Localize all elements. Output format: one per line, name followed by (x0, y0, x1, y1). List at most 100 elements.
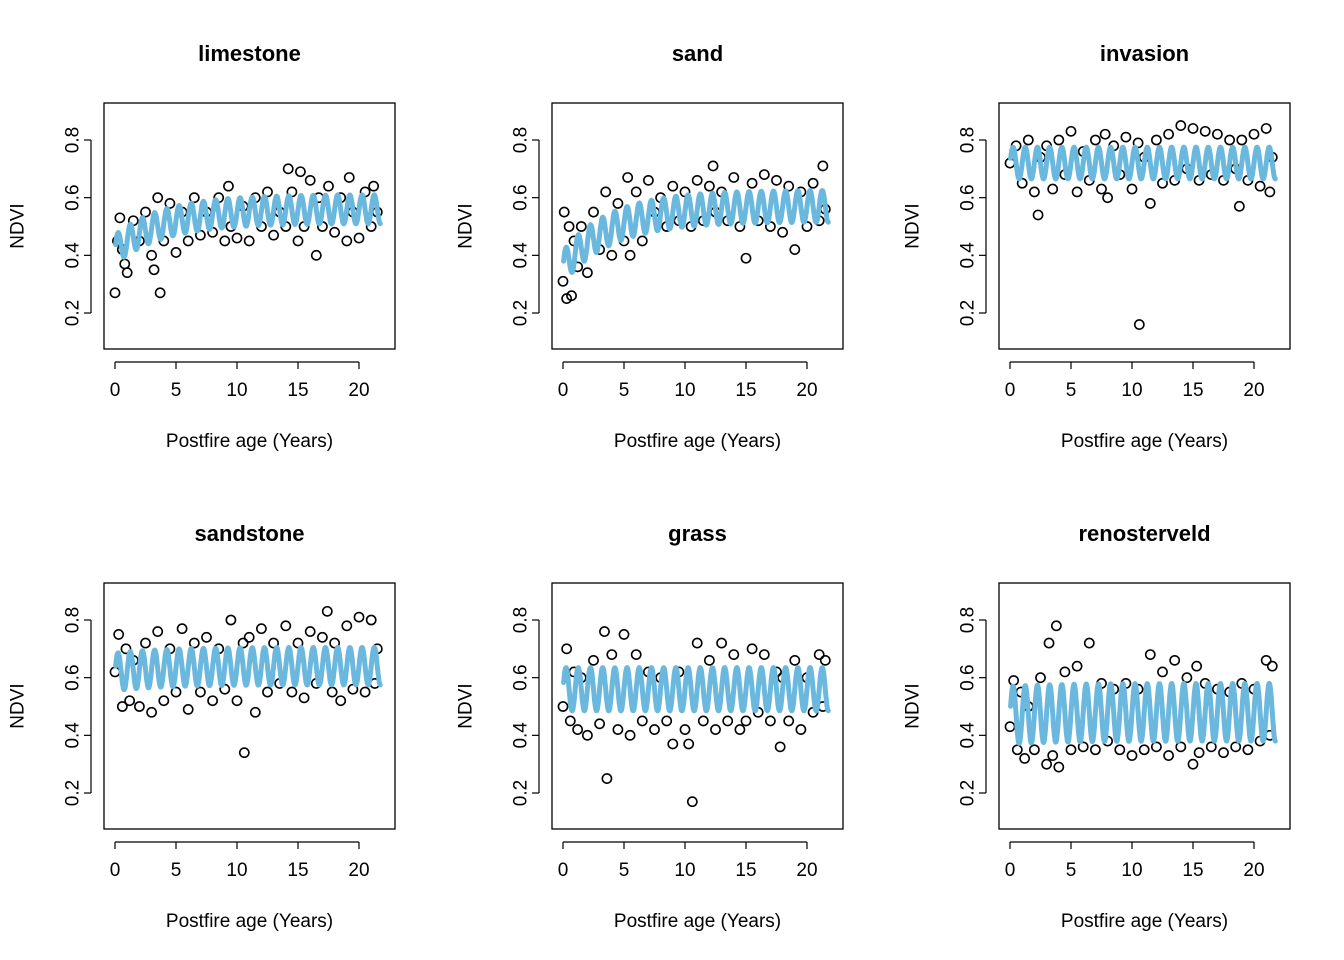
plot-frame (551, 102, 844, 350)
data-point (1264, 186, 1276, 198)
data-point (154, 287, 166, 299)
data-point (176, 623, 188, 635)
data-point (1193, 747, 1205, 759)
data-point (255, 623, 267, 635)
data-point (1151, 741, 1162, 753)
data-point (359, 686, 371, 698)
data-point (649, 724, 660, 735)
y-tick-label: 0.2 (63, 300, 84, 326)
data-point (1047, 183, 1059, 195)
data-point (1047, 750, 1059, 761)
data-point (119, 258, 131, 270)
y-axis-label: NDVI (903, 203, 924, 248)
data-point (795, 724, 807, 735)
data-point (564, 715, 576, 727)
data-point (341, 620, 353, 632)
y-tick-label: 0.8 (958, 127, 979, 153)
data-point (1169, 654, 1181, 666)
data-point (1050, 620, 1062, 632)
panel-title: limestone (198, 41, 301, 66)
data-point (643, 174, 654, 186)
data-point (1053, 761, 1065, 773)
data-point (262, 186, 273, 198)
data-point (1233, 200, 1245, 212)
data-point (148, 264, 160, 276)
plot-frame (551, 582, 844, 830)
x-axis-label: Postfire age (Years) (1061, 431, 1228, 452)
data-point (1090, 134, 1101, 146)
fit-line (561, 665, 831, 714)
x-tick-label: 10 (226, 860, 247, 881)
data-point (1126, 183, 1138, 195)
data-point (1126, 750, 1138, 761)
fit-line (561, 188, 831, 275)
data-point (601, 773, 613, 784)
x-tick-label: 10 (226, 380, 247, 401)
data-point (630, 186, 642, 198)
data-point (777, 226, 788, 238)
data-point (158, 695, 170, 707)
y-tick-label: 0.6 (63, 664, 84, 690)
data-point (1090, 744, 1101, 756)
y-tick-label: 0.4 (63, 242, 84, 269)
data-point (194, 686, 206, 698)
data-point (746, 643, 758, 655)
data-point (1181, 672, 1193, 684)
data-point (182, 703, 194, 715)
data-point (1175, 120, 1187, 131)
y-axis-label: NDVI (456, 203, 477, 248)
data-point (237, 637, 249, 649)
fit-line (1008, 680, 1278, 746)
panel-limestone: limestone 0 5 10 15 20 0.2 0.4 0.6 0.8 Postfire ag… (8, 41, 396, 452)
data-point (368, 180, 380, 192)
data-point (618, 629, 630, 640)
data-point (249, 706, 261, 718)
data-point (1218, 747, 1229, 759)
data-point (1043, 637, 1055, 649)
y-tick-label: 0.2 (958, 780, 979, 806)
data-point (343, 172, 355, 183)
data-point (207, 695, 218, 707)
data-point (686, 796, 698, 808)
data-point (1144, 198, 1156, 209)
x-axis-label: Postfire age (Years) (166, 911, 333, 932)
data-point (146, 706, 157, 718)
x-tick-label: 20 (796, 380, 817, 401)
y-axis-label: NDVI (8, 203, 29, 248)
data-point (1151, 134, 1162, 146)
data-point (152, 626, 164, 637)
data-point (1266, 660, 1278, 672)
data-point (704, 180, 715, 192)
data-point (606, 249, 618, 261)
data-point (667, 180, 679, 192)
data-point (667, 738, 679, 750)
data-point (310, 249, 322, 261)
x-axis-label: Postfire age (Years) (1061, 911, 1228, 932)
data-point (140, 637, 151, 649)
data-point (109, 666, 121, 678)
plot-frame (103, 582, 396, 830)
data-point (588, 206, 599, 218)
data-point (282, 163, 294, 175)
data-point (813, 649, 825, 660)
data-point (114, 212, 126, 224)
data-point (758, 649, 770, 660)
panel-title: sand (672, 41, 723, 66)
data-point (722, 715, 734, 727)
panel-title: renosterveld (1078, 521, 1210, 546)
data-point (1191, 660, 1203, 672)
data-point (1163, 128, 1174, 140)
x-tick-label: 10 (1121, 860, 1142, 881)
data-point (243, 631, 255, 643)
y-tick-label: 0.6 (511, 184, 532, 210)
data-point (636, 715, 648, 727)
data-point (353, 232, 365, 244)
data-point (716, 637, 727, 649)
data-point (1236, 134, 1248, 146)
x-tick-label: 0 (558, 380, 569, 401)
data-point (740, 252, 752, 264)
data-point (1144, 649, 1156, 660)
data-point (630, 649, 642, 660)
data-point (1065, 125, 1077, 137)
